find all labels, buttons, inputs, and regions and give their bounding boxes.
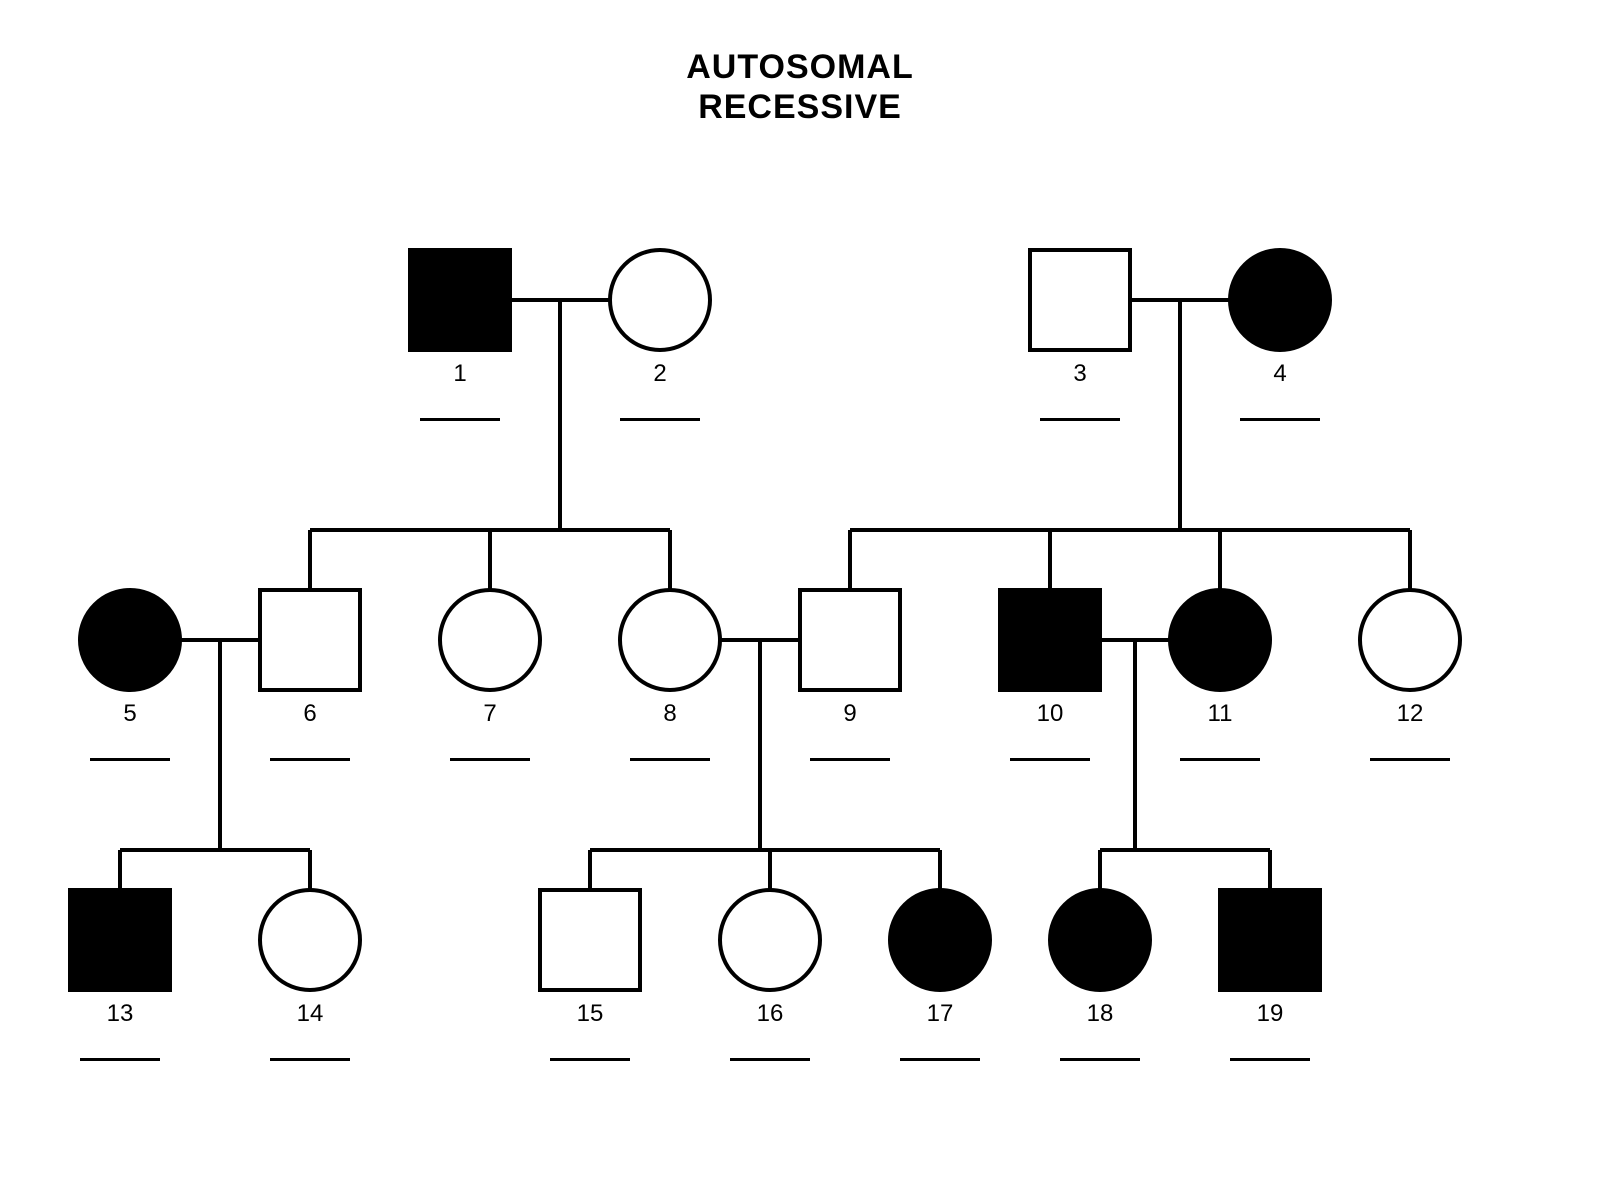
individual-12 (1360, 590, 1460, 690)
individual-label-12: 12 (1397, 700, 1424, 728)
genotype-blank-2 (620, 418, 700, 421)
individual-label-7: 7 (483, 700, 496, 728)
genotype-blank-4 (1240, 418, 1320, 421)
genotype-blank-11 (1180, 758, 1260, 761)
individual-label-18: 18 (1087, 1000, 1114, 1028)
individual-label-2: 2 (653, 360, 666, 388)
individual-label-10: 10 (1037, 700, 1064, 728)
individual-1 (410, 250, 510, 350)
individual-2 (610, 250, 710, 350)
individual-8 (620, 590, 720, 690)
individual-label-9: 9 (843, 700, 856, 728)
individual-label-14: 14 (297, 1000, 324, 1028)
genotype-blank-1 (420, 418, 500, 421)
individual-3 (1030, 250, 1130, 350)
genotype-blank-15 (550, 1058, 630, 1061)
genotype-blank-13 (80, 1058, 160, 1061)
genotype-blank-10 (1010, 758, 1090, 761)
genotype-blank-8 (630, 758, 710, 761)
individual-label-4: 4 (1273, 360, 1286, 388)
individual-16 (720, 890, 820, 990)
individual-9 (800, 590, 900, 690)
individual-label-6: 6 (303, 700, 316, 728)
individual-label-16: 16 (757, 1000, 784, 1028)
individual-14 (260, 890, 360, 990)
genotype-blank-16 (730, 1058, 810, 1061)
individual-5 (80, 590, 180, 690)
genotype-blank-17 (900, 1058, 980, 1061)
individual-6 (260, 590, 360, 690)
individual-11 (1170, 590, 1270, 690)
individual-label-17: 17 (927, 1000, 954, 1028)
individual-17 (890, 890, 990, 990)
genotype-blank-14 (270, 1058, 350, 1061)
genotype-blank-19 (1230, 1058, 1310, 1061)
genotype-blank-3 (1040, 418, 1120, 421)
individual-label-15: 15 (577, 1000, 604, 1028)
pedigree-diagram (0, 0, 1600, 1196)
individual-label-19: 19 (1257, 1000, 1284, 1028)
genotype-blank-7 (450, 758, 530, 761)
genotype-blank-18 (1060, 1058, 1140, 1061)
individual-13 (70, 890, 170, 990)
genotype-blank-12 (1370, 758, 1450, 761)
individual-7 (440, 590, 540, 690)
genotype-blank-9 (810, 758, 890, 761)
individual-label-1: 1 (453, 360, 466, 388)
individual-label-3: 3 (1073, 360, 1086, 388)
individual-label-13: 13 (107, 1000, 134, 1028)
genotype-blank-6 (270, 758, 350, 761)
individual-10 (1000, 590, 1100, 690)
individual-label-8: 8 (663, 700, 676, 728)
individual-19 (1220, 890, 1320, 990)
individual-label-11: 11 (1208, 700, 1233, 728)
individual-15 (540, 890, 640, 990)
individual-label-5: 5 (123, 700, 136, 728)
individual-4 (1230, 250, 1330, 350)
genotype-blank-5 (90, 758, 170, 761)
individual-18 (1050, 890, 1150, 990)
